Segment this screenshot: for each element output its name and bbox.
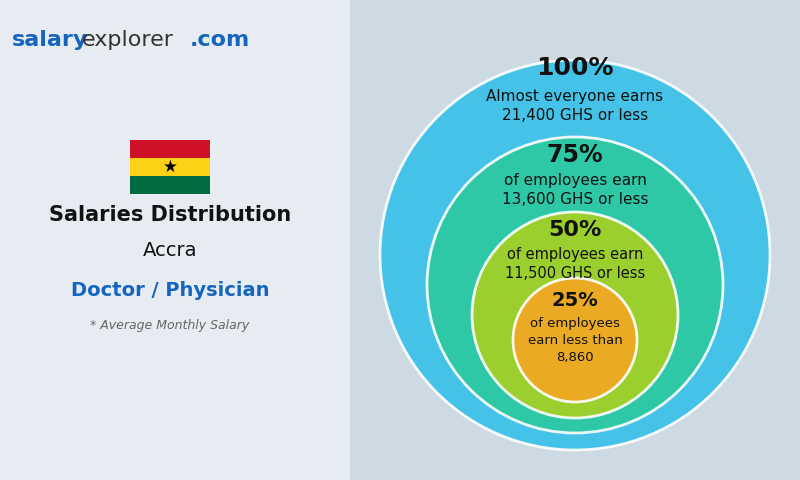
Text: .com: .com (190, 30, 250, 50)
Text: 11,500 GHS or less: 11,500 GHS or less (505, 265, 645, 280)
Circle shape (513, 278, 637, 402)
Text: explorer: explorer (82, 30, 174, 50)
Text: 25%: 25% (552, 290, 598, 310)
Text: 8,860: 8,860 (556, 350, 594, 363)
Text: 50%: 50% (548, 220, 602, 240)
Text: Salaries Distribution: Salaries Distribution (49, 205, 291, 225)
Text: 75%: 75% (546, 143, 603, 167)
Text: ★: ★ (162, 158, 178, 176)
FancyBboxPatch shape (130, 158, 210, 176)
Text: 13,600 GHS or less: 13,600 GHS or less (502, 192, 648, 207)
Text: earn less than: earn less than (528, 334, 622, 347)
Text: Doctor / Physician: Doctor / Physician (70, 280, 270, 300)
Text: 21,400 GHS or less: 21,400 GHS or less (502, 108, 648, 123)
Circle shape (427, 137, 723, 433)
Text: of employees earn: of employees earn (503, 173, 646, 189)
Text: Accra: Accra (142, 240, 198, 260)
Text: salary: salary (12, 30, 88, 50)
Text: 100%: 100% (536, 56, 614, 80)
FancyBboxPatch shape (0, 0, 350, 480)
Text: Almost everyone earns: Almost everyone earns (486, 88, 663, 104)
Circle shape (472, 212, 678, 418)
Circle shape (380, 60, 770, 450)
Text: of employees earn: of employees earn (507, 248, 643, 263)
Text: * Average Monthly Salary: * Average Monthly Salary (90, 319, 250, 332)
FancyBboxPatch shape (130, 176, 210, 194)
Text: of employees: of employees (530, 316, 620, 329)
FancyBboxPatch shape (130, 140, 210, 158)
